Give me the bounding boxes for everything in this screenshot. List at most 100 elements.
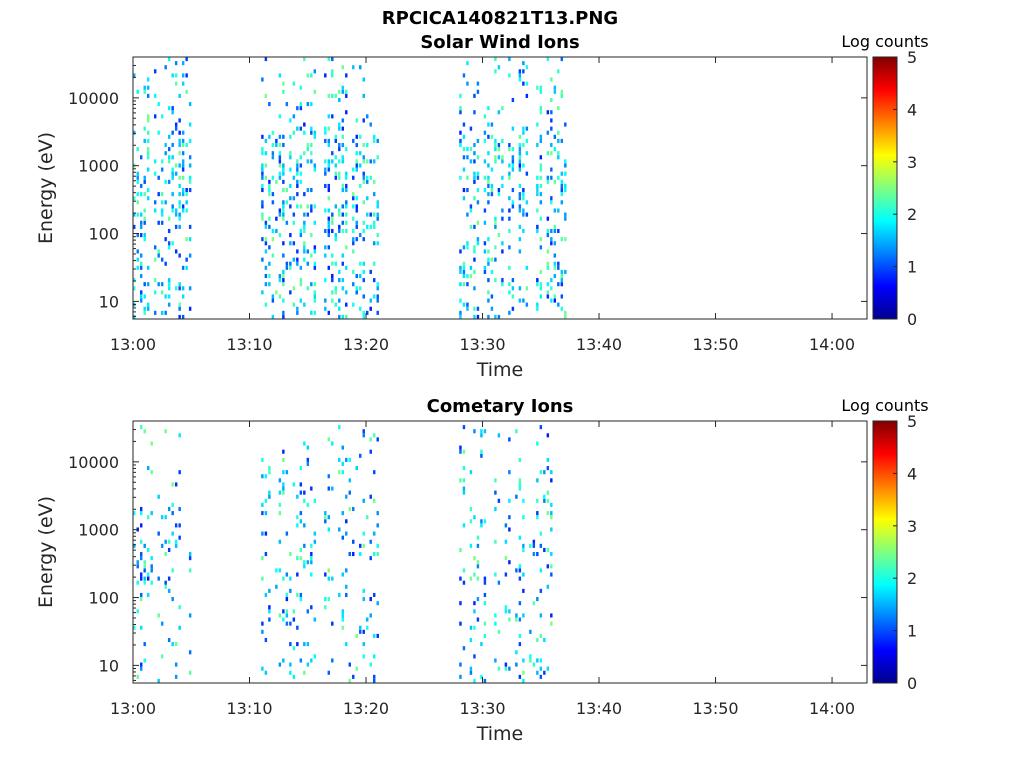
- spectrogram-cell: [511, 200, 515, 205]
- spectrogram-cell: [133, 314, 136, 319]
- spectrogram-cell: [494, 245, 497, 250]
- spectrogram-cell: [476, 89, 480, 94]
- spectrogram-cell: [143, 179, 146, 184]
- spectrogram-cell: [504, 662, 508, 667]
- spectrogram-cell: [511, 278, 515, 283]
- spectrogram-cell: [303, 498, 306, 503]
- spectrogram-cell: [160, 282, 164, 287]
- spectrogram-cell: [508, 498, 511, 503]
- spectrogram-cell: [338, 278, 341, 283]
- x-tick-label: 13:10: [226, 699, 272, 718]
- colorbar-tick-label: 0: [907, 674, 917, 693]
- colorbar-tick-label: 3: [907, 517, 917, 536]
- spectrogram-cell: [529, 654, 532, 659]
- spectrogram-cell: [352, 216, 355, 221]
- spectrogram-cell: [466, 81, 469, 86]
- spectrogram-cell: [487, 179, 490, 184]
- spectrogram-cell: [146, 265, 150, 270]
- spectrogram-cell: [504, 523, 508, 528]
- spectrogram-cell: [369, 449, 372, 454]
- spectrogram-cell: [313, 204, 317, 209]
- spectrogram-cell: [157, 175, 160, 180]
- spectrogram-cell: [518, 142, 522, 148]
- spectrogram-cell: [164, 261, 167, 266]
- spectrogram-cell: [345, 212, 348, 217]
- spectrogram-cell: [462, 245, 466, 250]
- spectrogram-cell: [473, 151, 476, 156]
- spectrogram-cell: [501, 241, 504, 246]
- spectrogram-cell: [261, 147, 264, 152]
- spectrogram-cell: [275, 179, 278, 184]
- spectrogram-cell: [511, 126, 515, 131]
- spectrogram-cell: [522, 130, 525, 135]
- spectrogram-cell: [518, 482, 522, 487]
- spectrogram-cell: [139, 552, 143, 557]
- y-tick-label: 1000: [78, 521, 119, 540]
- spectrogram-cell: [285, 261, 289, 266]
- spectrogram-cell: [143, 138, 146, 143]
- spectrogram-cell: [331, 576, 334, 581]
- spectrogram-cell: [178, 130, 181, 135]
- spectrogram-cell: [327, 527, 331, 532]
- spectrogram-cell: [303, 122, 306, 127]
- spectrogram-cell: [331, 298, 334, 303]
- spectrogram-cell: [296, 592, 299, 598]
- spectrogram-cell: [518, 204, 522, 209]
- spectrogram-cell: [462, 282, 466, 287]
- spectrogram-cell: [373, 678, 376, 683]
- spectrogram-cell: [345, 302, 348, 307]
- spectrogram-cell: [181, 175, 185, 180]
- spectrogram-cell: [313, 134, 317, 139]
- spectrogram-cell: [327, 126, 331, 131]
- spectrogram-cell: [345, 568, 348, 573]
- spectrogram-cell: [459, 547, 462, 552]
- spectrogram-cell: [327, 233, 331, 238]
- spectrogram-cell: [157, 531, 160, 536]
- spectrogram-cell: [543, 470, 546, 475]
- spectrogram-cell: [164, 515, 167, 520]
- spectrogram-cell: [164, 580, 167, 585]
- spectrogram-cell: [459, 445, 462, 450]
- spectrogram-cell: [181, 204, 185, 209]
- spectrogram-cell: [160, 220, 164, 225]
- spectrogram-cell: [292, 482, 296, 487]
- spectrogram-cell: [285, 592, 289, 598]
- spectrogram-cell: [174, 126, 178, 131]
- spectrogram-cell: [355, 208, 358, 213]
- spectrogram-cell: [469, 576, 473, 581]
- spectrogram-cell: [136, 175, 139, 180]
- spectrogram-cell: [494, 572, 497, 577]
- spectrogram-cell: [518, 535, 522, 540]
- spectrogram-cell: [345, 73, 348, 78]
- spectrogram-cell: [136, 147, 139, 152]
- spectrogram-cell: [324, 519, 327, 524]
- spectrogram-cell: [171, 241, 174, 246]
- spectrogram-cell: [560, 179, 564, 184]
- spectrogram-cell: [264, 220, 268, 225]
- spectrogram-cell: [462, 568, 466, 573]
- spectrogram-cell: [164, 151, 167, 156]
- spectrogram-cell: [303, 220, 306, 225]
- spectrogram-cell: [494, 57, 497, 62]
- spectrogram-cell: [146, 282, 150, 287]
- spectrogram-cell: [296, 171, 299, 176]
- spectrogram-cell: [511, 294, 515, 299]
- x-tick-label: 13:50: [692, 699, 738, 718]
- spectrogram-cell: [264, 637, 268, 643]
- spectrogram-cell: [313, 290, 317, 295]
- spectrogram-cell: [143, 192, 146, 197]
- spectrogram-cell: [564, 310, 567, 315]
- spectrogram-cell: [546, 216, 550, 221]
- spectrogram-cell: [341, 572, 344, 577]
- spectrogram-cell: [511, 286, 515, 291]
- spectrogram-cell: [157, 282, 160, 287]
- spectrogram-cell: [473, 110, 476, 115]
- spectrogram-cell: [355, 159, 358, 164]
- spectrogram-cell: [480, 642, 483, 647]
- spectrogram-cell: [487, 122, 490, 127]
- spectrogram-cell: [539, 658, 543, 663]
- spectrogram-cell: [476, 155, 480, 160]
- spectrogram-cell: [299, 228, 303, 234]
- spectrogram-cell: [338, 314, 341, 319]
- spectrogram-cell: [282, 449, 285, 454]
